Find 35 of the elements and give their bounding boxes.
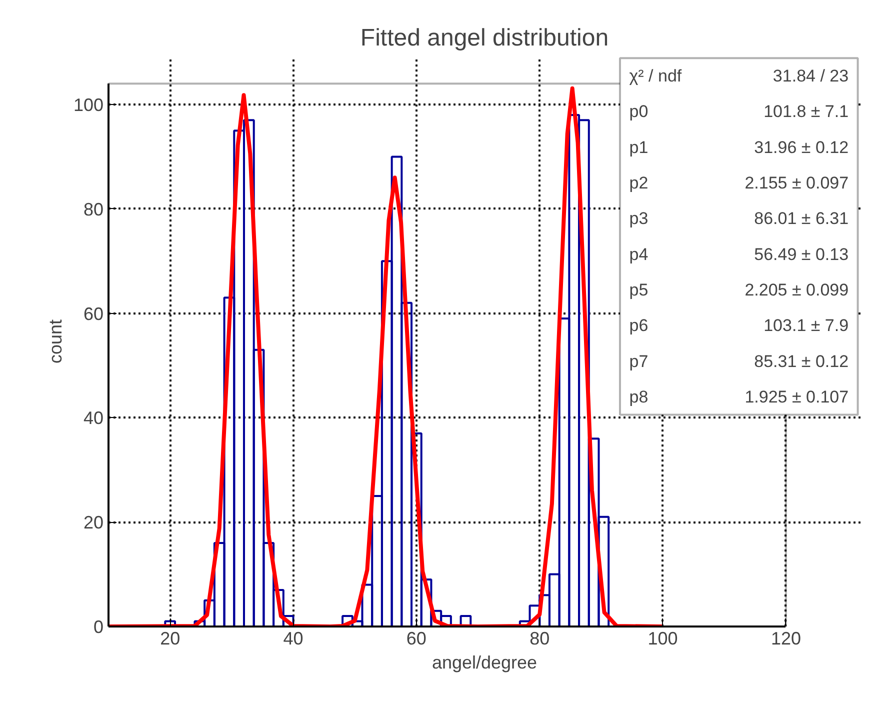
- y-tick-label: 40: [83, 408, 104, 428]
- annotation: 101.8 ± 7.1: [764, 102, 849, 122]
- annotation: 2.155 ± 0.097: [744, 173, 849, 192]
- annotation: p3: [629, 209, 648, 228]
- annotation: p2: [629, 173, 648, 192]
- annotation: p8: [629, 387, 648, 406]
- x-tick-label: 80: [530, 628, 550, 648]
- y-tick-label: 80: [83, 199, 104, 220]
- annotation: 86.01 ± 6.31: [754, 209, 849, 228]
- annotation: 31.84 / 23: [772, 66, 849, 86]
- annotation: p0: [629, 102, 648, 122]
- y-tick-label: 20: [83, 512, 104, 533]
- y-tick-label: 0: [93, 617, 104, 637]
- chart-title: Fitted angel distribution: [360, 24, 609, 52]
- annotation: 85.31 ± 0.12: [754, 352, 849, 371]
- x-tick-label: 20: [160, 628, 180, 648]
- x-axis-title: angel/degree: [432, 652, 538, 672]
- annotation: 1.925 ± 0.107: [744, 387, 849, 406]
- x-tick-label: 40: [283, 628, 304, 648]
- annotation: 31.96 ± 0.12: [754, 138, 849, 157]
- annotation: 103.1 ± 7.9: [764, 316, 849, 336]
- annotation: χ² / ndf: [629, 66, 682, 86]
- annotation: 2.205 ± 0.099: [744, 280, 849, 300]
- annotation: p4: [629, 244, 648, 264]
- y-tick-label: 100: [73, 95, 104, 116]
- annotation: p6: [629, 316, 648, 336]
- annotation: p1: [629, 138, 648, 157]
- y-tick-label: 60: [83, 304, 104, 324]
- annotation: p5: [629, 280, 648, 300]
- y-axis-title: count: [45, 319, 66, 364]
- annotation: p7: [629, 352, 648, 371]
- x-tick-label: 60: [406, 628, 426, 648]
- annotation: 56.49 ± 0.13: [754, 244, 849, 264]
- x-tick-label: 120: [770, 628, 802, 648]
- x-tick-label: 100: [648, 628, 678, 648]
